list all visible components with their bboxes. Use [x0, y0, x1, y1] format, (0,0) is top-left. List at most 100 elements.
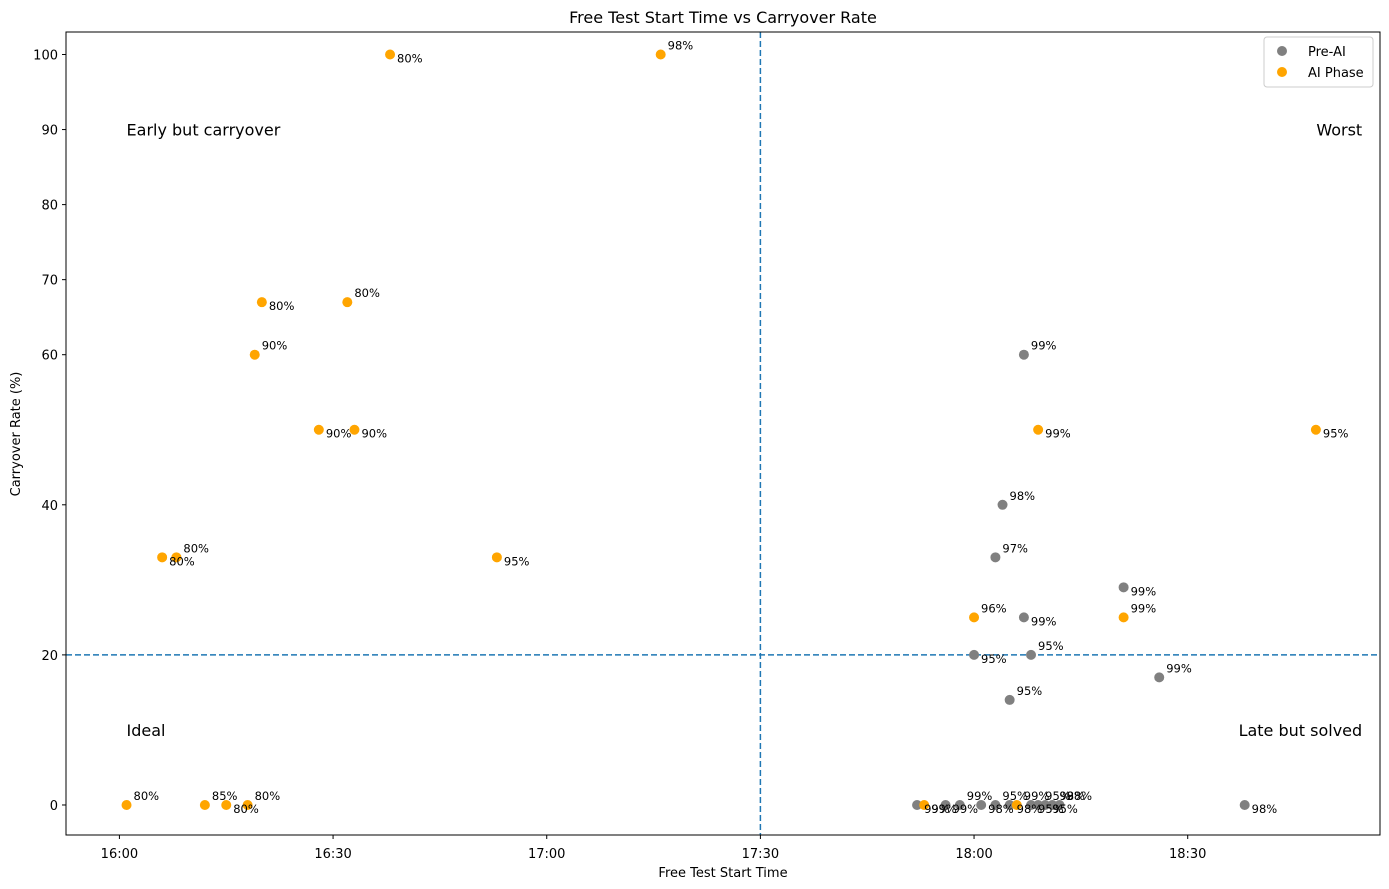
quadrant-label-top-left: Early but carryover: [127, 121, 281, 140]
data-label-pre-ai: 99%: [953, 802, 979, 816]
x-tick-label: 18:30: [1169, 847, 1206, 862]
x-tick-label: 18:00: [955, 847, 992, 862]
data-label-ai-phase: 95%: [1323, 427, 1349, 441]
data-point-ai-phase: [1011, 799, 1022, 810]
data-point-pre-ai: [1033, 799, 1044, 810]
data-point-pre-ai: [940, 799, 951, 810]
x-tick-label: 16:00: [101, 847, 138, 862]
data-points: [121, 49, 1321, 810]
data-label-pre-ai: 97%: [1002, 541, 1028, 555]
data-label-pre-ai: 99%: [1131, 584, 1157, 598]
data-point-ai-phase: [342, 297, 353, 308]
y-tick-label: 100: [33, 49, 58, 64]
x-axis-ticks: 16:00 16:30 17:00 17:30 18:00 18:30: [101, 835, 1206, 862]
data-label-ai-phase: 80%: [183, 541, 209, 555]
data-label-pre-ai: 99%: [967, 789, 993, 803]
data-label-ai-phase: 90%: [326, 427, 352, 441]
data-point-pre-ai: [969, 649, 980, 660]
quadrant-labels: Early but carryover Worst Ideal Late but so…: [127, 121, 1363, 740]
data-label-pre-ai: 98%: [1059, 789, 1085, 803]
data-point-ai-phase: [385, 49, 396, 60]
data-point-pre-ai: [1054, 799, 1065, 810]
data-label-pre-ai: 99%: [1031, 614, 1057, 628]
y-axis-ticks: 0 20 40 60 70 80 90 100: [33, 49, 66, 814]
legend-label-ai-phase: AI Phase: [1308, 66, 1364, 81]
data-point-ai-phase: [491, 552, 502, 563]
x-tick-label: 16:30: [314, 847, 351, 862]
data-label-pre-ai: 98%: [1252, 802, 1278, 816]
data-point-pre-ai: [1004, 799, 1015, 810]
data-label-ai-phase: 98%: [668, 39, 694, 53]
legend-marker-pre-ai: [1277, 46, 1287, 56]
data-label-pre-ai: 95%: [1038, 639, 1064, 653]
data-label-ai-phase: 80%: [354, 286, 380, 300]
data-label-ai-phase: 80%: [233, 802, 259, 816]
chart-title: Free Test Start Time vs Carryover Rate: [569, 8, 877, 27]
data-label-pre-ai: 98%: [1010, 489, 1036, 503]
data-label-ai-phase: 99%: [1045, 427, 1071, 441]
data-point-ai-phase: [157, 552, 168, 563]
y-tick-label: 70: [41, 274, 58, 289]
data-label-pre-ai: 95%: [1038, 802, 1064, 816]
data-point-ai-phase: [1118, 612, 1129, 623]
data-label-pre-ai: 98%: [1067, 789, 1093, 803]
data-point-ai-phase: [171, 552, 182, 563]
data-point-pre-ai: [997, 499, 1008, 510]
data-point-ai-phase: [199, 799, 210, 810]
data-label-ai-phase: 80%: [397, 52, 423, 66]
legend-marker-ai-phase: [1277, 67, 1287, 77]
y-axis-label: Carryover Rate (%): [9, 372, 24, 497]
legend-box: [1263, 36, 1374, 88]
data-point-pre-ai: [1018, 612, 1029, 623]
data-label-pre-ai: 95%: [981, 652, 1007, 666]
data-label-pre-ai: 99%: [1166, 661, 1192, 675]
data-point-ai-phase: [349, 424, 360, 435]
data-point-pre-ai: [1026, 799, 1037, 810]
plot-frame: [65, 31, 1381, 836]
data-label-pre-ai: 95%: [1045, 789, 1071, 803]
quadrant-label-bottom-right: Late but solved: [1239, 721, 1363, 740]
data-point-pre-ai: [1026, 649, 1037, 660]
data-point-pre-ai: [954, 799, 965, 810]
data-label-ai-phase: 96%: [981, 601, 1007, 615]
threshold-lines: [66, 32, 1380, 835]
legend: Pre-AI AI Phase: [1263, 36, 1374, 88]
x-tick-label: 17:00: [528, 847, 565, 862]
data-label-ai-phase: 80%: [255, 789, 281, 803]
data-point-ai-phase: [249, 349, 260, 360]
data-label-ai-phase: 90%: [361, 427, 387, 441]
data-point-ai-phase: [1033, 424, 1044, 435]
quadrant-label-bottom-left: Ideal: [127, 721, 166, 740]
data-point-pre-ai: [1154, 672, 1165, 683]
y-tick-label: 20: [41, 649, 58, 664]
x-tick-label: 17:30: [742, 847, 779, 862]
y-tick-label: 60: [41, 349, 58, 364]
data-point-ai-phase: [655, 49, 666, 60]
data-label-ai-phase: 99%: [1131, 601, 1157, 615]
data-label-pre-ai: 98%: [988, 802, 1014, 816]
data-point-ai-phase: [1310, 424, 1321, 435]
x-axis-label: Free Test Start Time: [658, 866, 787, 881]
legend-label-pre-ai: Pre-AI: [1308, 45, 1346, 60]
data-point-ai-phase: [221, 799, 232, 810]
data-point-ai-phase: [313, 424, 324, 435]
data-point-pre-ai: [1047, 799, 1058, 810]
y-tick-label: 90: [41, 124, 58, 139]
y-tick-label: 80: [41, 199, 58, 214]
quadrant-label-top-right: Worst: [1316, 121, 1362, 140]
data-point-ai-phase: [242, 799, 253, 810]
data-point-pre-ai: [1004, 694, 1015, 705]
data-label-pre-ai: 99%: [924, 802, 950, 816]
data-label-ai-phase: 80%: [269, 299, 295, 313]
data-label-pre-ai: 99%: [1031, 339, 1057, 353]
data-point-pre-ai: [990, 552, 1001, 563]
y-tick-label: 40: [41, 499, 58, 514]
y-tick-label: 0: [50, 799, 58, 814]
data-point-pre-ai: [1118, 582, 1129, 593]
data-label-ai-phase: 80%: [134, 789, 160, 803]
data-label-ai-phase: 90%: [262, 339, 288, 353]
data-point-pre-ai: [976, 799, 987, 810]
data-label-pre-ai: 98%: [1017, 802, 1043, 816]
data-label-ai-phase: 95%: [504, 554, 530, 568]
